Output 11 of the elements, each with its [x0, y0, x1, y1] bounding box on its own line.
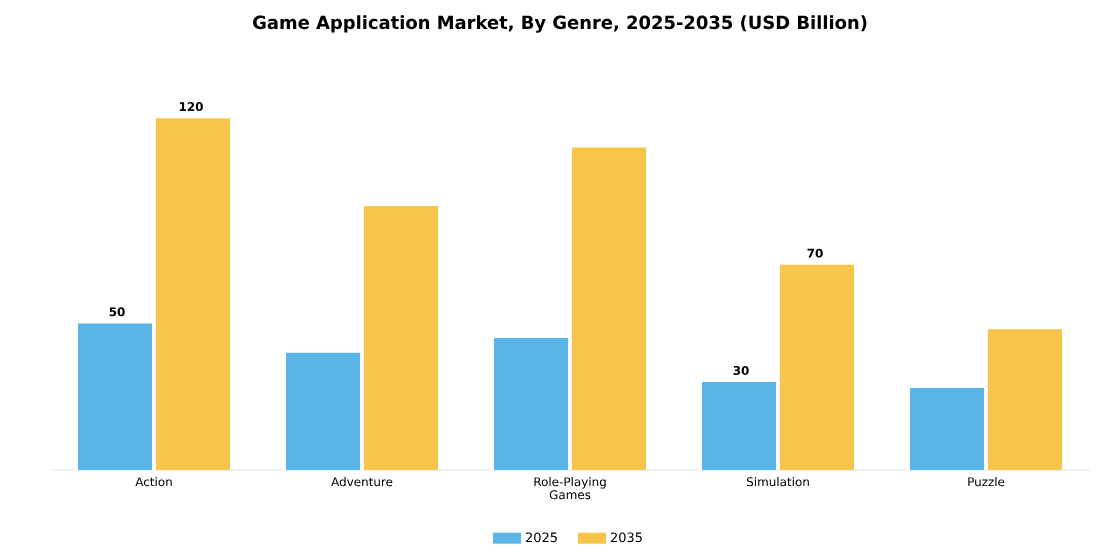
bar	[364, 206, 439, 470]
bar	[572, 147, 647, 470]
bar	[494, 338, 569, 470]
bar	[156, 118, 230, 470]
bar	[78, 323, 153, 470]
bar	[910, 387, 985, 470]
chart-title: Game Application Market, By Genre, 2025-2035 (USD Billion)	[253, 15, 867, 33]
bar	[286, 352, 361, 470]
bar	[702, 382, 777, 470]
bar	[780, 264, 855, 470]
bar	[988, 329, 1063, 470]
